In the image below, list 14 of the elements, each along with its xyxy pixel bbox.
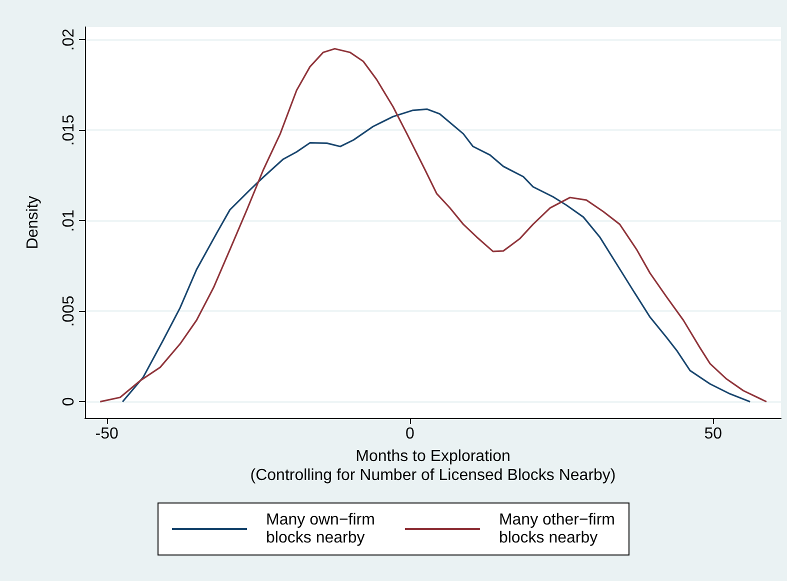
line-series bbox=[122, 108, 751, 403]
y-tick-label: .015 bbox=[60, 114, 78, 146]
y-axis-title: Density bbox=[24, 196, 42, 250]
y-tick-label: 0 bbox=[60, 397, 78, 406]
legend-label: Many own−firm blocks nearby bbox=[266, 512, 375, 546]
y-tick-label: .005 bbox=[60, 296, 78, 327]
line-series bbox=[99, 48, 768, 403]
x-tick-label: -50 bbox=[95, 426, 118, 442]
y-tick-label: .01 bbox=[60, 209, 78, 232]
legend-label: Many other−firm blocks nearby bbox=[498, 512, 615, 546]
x-axis-title: Months to Exploration (Controlling for Number of Licensed Blocks Nearby) bbox=[250, 448, 616, 484]
x-tick-label: 0 bbox=[406, 426, 415, 442]
x-tick-label: 50 bbox=[704, 426, 722, 442]
y-tick-label: .02 bbox=[60, 28, 78, 51]
